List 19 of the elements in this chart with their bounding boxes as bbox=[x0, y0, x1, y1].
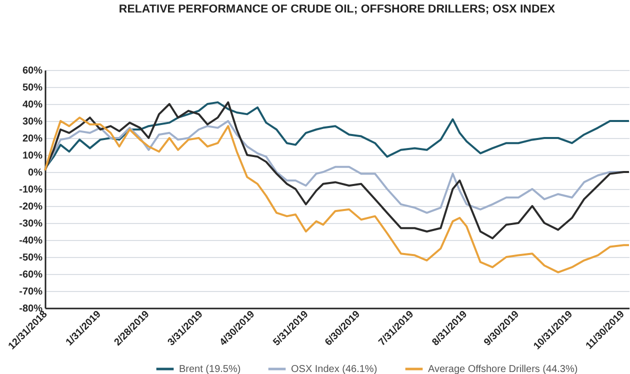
y-tick-label: 60% bbox=[22, 66, 43, 76]
y-tick-label: -20% bbox=[19, 202, 43, 212]
legend-label: Average Offshore Drillers (44.3%) bbox=[428, 364, 578, 374]
y-tick-label: 40% bbox=[22, 100, 43, 110]
chart-title: RELATIVE PERFORMANCE OF CRUDE OIL; OFFSHORE DRILLERS; OSX INDEX bbox=[118, 4, 556, 16]
y-tick-label: 0% bbox=[28, 168, 43, 178]
y-tick-label: 20% bbox=[22, 134, 43, 144]
legend-label: OSX Index (46.1%) bbox=[291, 364, 378, 374]
y-tick-label: -70% bbox=[19, 286, 43, 298]
y-tick-label: -30% bbox=[19, 218, 43, 230]
y-tick-label: -10% bbox=[19, 184, 43, 196]
legend-label: Brent (19.5%) bbox=[179, 364, 241, 374]
y-tick-label: 50% bbox=[22, 82, 43, 94]
y-tick-label: -50% bbox=[19, 252, 43, 264]
y-tick-label: -60% bbox=[19, 270, 43, 280]
y-tick-label: 30% bbox=[22, 116, 43, 128]
y-tick-label: -40% bbox=[19, 236, 43, 246]
line-series bbox=[44, 116, 630, 274]
y-tick-label: 10% bbox=[22, 150, 43, 162]
